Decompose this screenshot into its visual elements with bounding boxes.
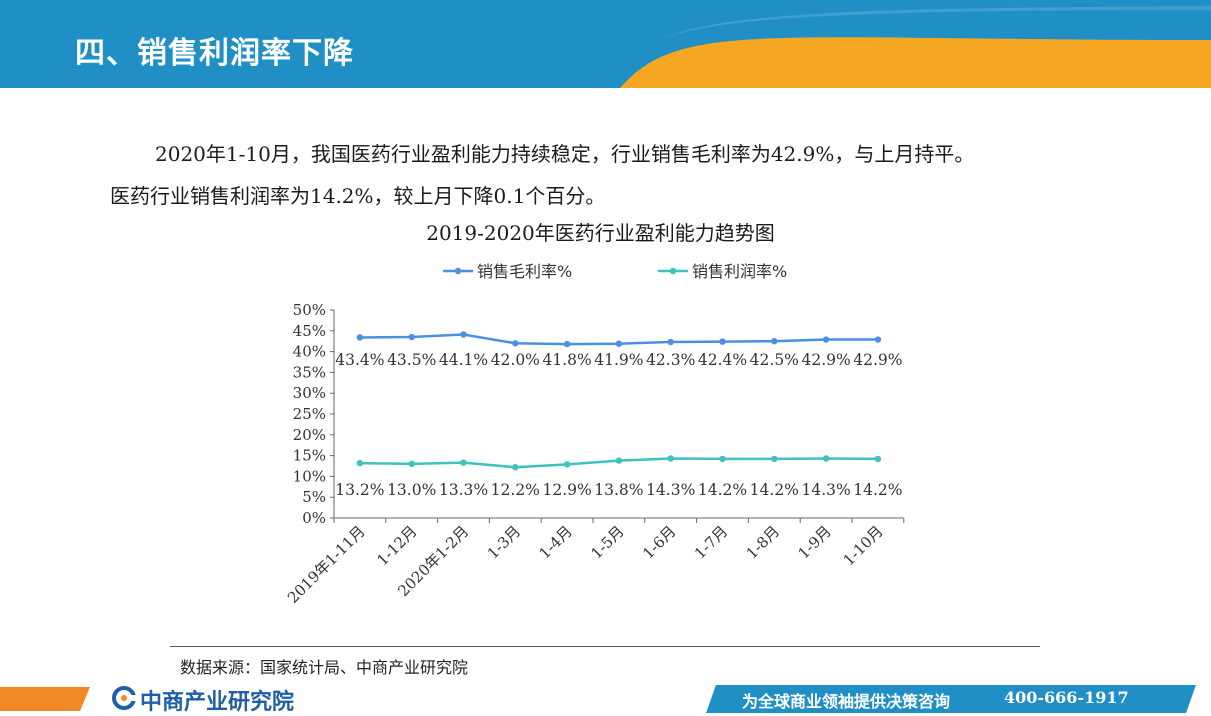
- x-tick-label: 1-8月: [743, 522, 783, 562]
- data-label: 44.1%: [439, 351, 488, 369]
- x-tick-label: 1-4月: [536, 522, 576, 562]
- footer-phone: 400-666-1917: [1004, 688, 1129, 707]
- data-label: 42.9%: [801, 351, 850, 369]
- data-label: 42.9%: [853, 351, 902, 369]
- data-point: [719, 455, 726, 463]
- data-point: [615, 340, 623, 347]
- x-tick-label: 1-10月: [840, 522, 887, 569]
- data-label: 41.9%: [594, 351, 643, 369]
- data-label: 42.3%: [646, 351, 695, 369]
- y-tick-label: 45%: [293, 322, 326, 340]
- data-point: [615, 457, 623, 464]
- data-point: [563, 340, 571, 348]
- x-tick-label: 1-6月: [639, 522, 679, 562]
- footer-bar: [0, 685, 1196, 713]
- data-label: 13.8%: [594, 481, 643, 499]
- data-point: [667, 338, 674, 346]
- data-label: 13.0%: [387, 481, 436, 499]
- data-point: [874, 336, 882, 343]
- x-tick-label: 1-3月: [484, 522, 524, 562]
- data-label: 41.8%: [542, 351, 591, 369]
- y-tick-label: 25%: [293, 405, 326, 423]
- data-label: 14.3%: [801, 481, 850, 499]
- x-tick-label: 1-7月: [691, 522, 731, 562]
- y-tick-label: 0%: [302, 509, 326, 527]
- y-tick-label: 50%: [293, 301, 326, 319]
- data-point: [822, 455, 830, 462]
- legend-marker: [454, 267, 462, 275]
- data-point: [874, 455, 882, 463]
- chart-title-text: 2019-2020年医药行业盈利能力趋势图: [426, 221, 775, 245]
- data-label: 43.4%: [335, 351, 384, 369]
- data-point: [771, 455, 778, 463]
- data-point: [356, 334, 364, 341]
- page-title: 四、销售利润率下降: [75, 36, 354, 71]
- x-tick-label: 1-9月: [795, 522, 835, 562]
- x-tick-label: 1-12月: [373, 522, 420, 569]
- data-point: [460, 331, 467, 338]
- source-divider: [170, 646, 1040, 647]
- legend-label: 销售利润率%: [692, 262, 787, 281]
- data-point: [512, 340, 519, 347]
- data-point: [667, 455, 674, 462]
- data-label: 13.2%: [335, 481, 384, 499]
- data-point: [356, 459, 364, 467]
- data-label: 42.5%: [750, 351, 799, 369]
- data-point: [563, 461, 571, 468]
- y-tick-label: 5%: [302, 488, 326, 506]
- data-label: 14.3%: [646, 481, 695, 499]
- footer-slogan: 为全球商业领袖提供决策咨询: [742, 692, 951, 711]
- data-point: [719, 338, 726, 345]
- data-point: [460, 459, 467, 466]
- y-tick-label: 40%: [293, 343, 326, 361]
- data-label: 13.3%: [439, 481, 488, 499]
- data-label: 43.5%: [387, 351, 436, 369]
- x-tick-label: 2019年1-11月: [284, 522, 369, 607]
- data-point: [771, 338, 778, 345]
- logo-icon: [112, 686, 136, 710]
- y-tick-label: 20%: [293, 426, 326, 444]
- data-label: 14.2%: [698, 481, 747, 499]
- y-tick-label: 30%: [293, 384, 326, 402]
- brand-logo-text: 中商产业研究院: [140, 690, 295, 715]
- y-tick-label: 15%: [293, 447, 326, 465]
- y-tick-label: 35%: [293, 363, 326, 381]
- x-tick-label: 1-5月: [587, 522, 627, 562]
- chart-title: 2019-2020年医药行业盈利能力趋势图: [0, 217, 1211, 246]
- data-label: 12.2%: [491, 481, 540, 499]
- legend-marker: [669, 267, 677, 275]
- data-label: 14.2%: [750, 481, 799, 499]
- data-point: [822, 336, 830, 343]
- legend-label: 销售毛利率%: [477, 262, 572, 281]
- data-point: [408, 460, 415, 468]
- data-label: 12.9%: [542, 481, 591, 499]
- header-background: [0, 0, 1211, 88]
- data-point: [512, 464, 519, 471]
- data-point: [408, 333, 415, 341]
- data-label: 42.0%: [491, 351, 540, 369]
- summary-paragraph-1: 2020年1-10月，我国医药行业盈利能力持续稳定，行业销售毛利率为42.9%，…: [155, 142, 975, 166]
- y-tick-label: 10%: [293, 467, 326, 485]
- data-label: 42.4%: [698, 351, 747, 369]
- summary-paragraph-2: 医药行业销售利润率为14.2%，较上月下降0.1个百分。: [110, 184, 606, 208]
- source-note: 数据来源：国家统计局、中商产业研究院: [180, 658, 469, 677]
- header-banner: 四、销售利润率下降: [0, 0, 1211, 88]
- data-label: 14.2%: [853, 481, 902, 499]
